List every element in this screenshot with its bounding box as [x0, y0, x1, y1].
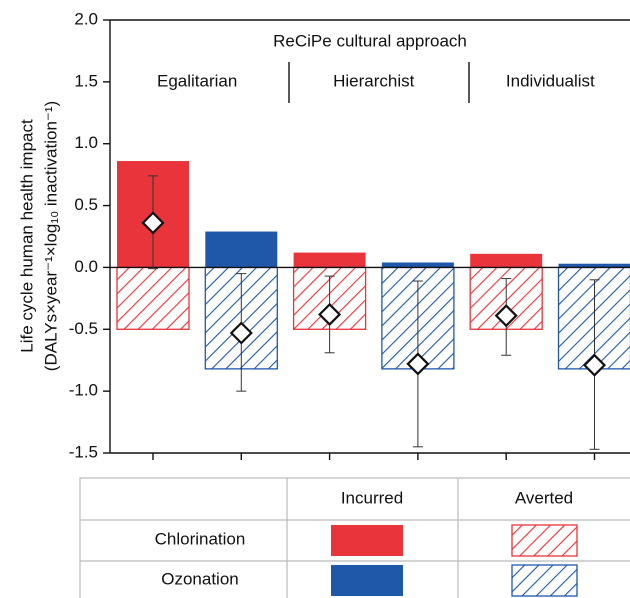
net-marker: [494, 304, 518, 328]
y-tick-label: 2.0: [74, 9, 98, 28]
bar-incurred: [558, 263, 630, 268]
legend-label: Chlorination: [155, 529, 246, 548]
category-label: Egalitarian: [157, 71, 237, 90]
y-tick-label: -1.5: [69, 442, 98, 461]
bar-averted: [116, 266, 190, 330]
bar-incurred: [293, 252, 366, 268]
y-tick-label: 1.0: [74, 133, 98, 152]
y-tick-label: -0.5: [69, 319, 98, 338]
legend-swatch: [511, 524, 578, 557]
y-tick-label: 0.5: [74, 195, 98, 214]
y-tick-label: 0.0: [74, 257, 98, 276]
y-axis-label: (DALYs×year⁻¹×log₁₀ inactivation⁻¹): [41, 101, 60, 371]
legend-header: Incurred: [341, 488, 403, 507]
legend-swatch: [511, 564, 578, 597]
legend-header: Averted: [515, 488, 573, 507]
legend-table: [79, 477, 630, 598]
net-marker: [582, 353, 607, 377]
bar-incurred: [470, 253, 543, 268]
y-tick-label: -1.0: [69, 381, 98, 400]
category-label: Individualist: [506, 71, 595, 90]
legend-swatch: [331, 565, 403, 596]
net-marker: [406, 352, 430, 376]
y-axis-label: Life cycle human health impact: [17, 119, 36, 353]
group-title: ReCiPe cultural approach: [273, 31, 467, 50]
net-marker: [229, 321, 253, 345]
category-label: Hierarchist: [333, 71, 415, 90]
net-marker: [141, 211, 165, 235]
y-tick-label: 1.5: [74, 71, 98, 90]
legend-swatch: [331, 525, 403, 556]
net-marker: [318, 302, 342, 326]
legend-label: Ozonation: [161, 569, 239, 588]
bar-incurred: [381, 262, 454, 268]
bar-incurred: [205, 231, 278, 268]
